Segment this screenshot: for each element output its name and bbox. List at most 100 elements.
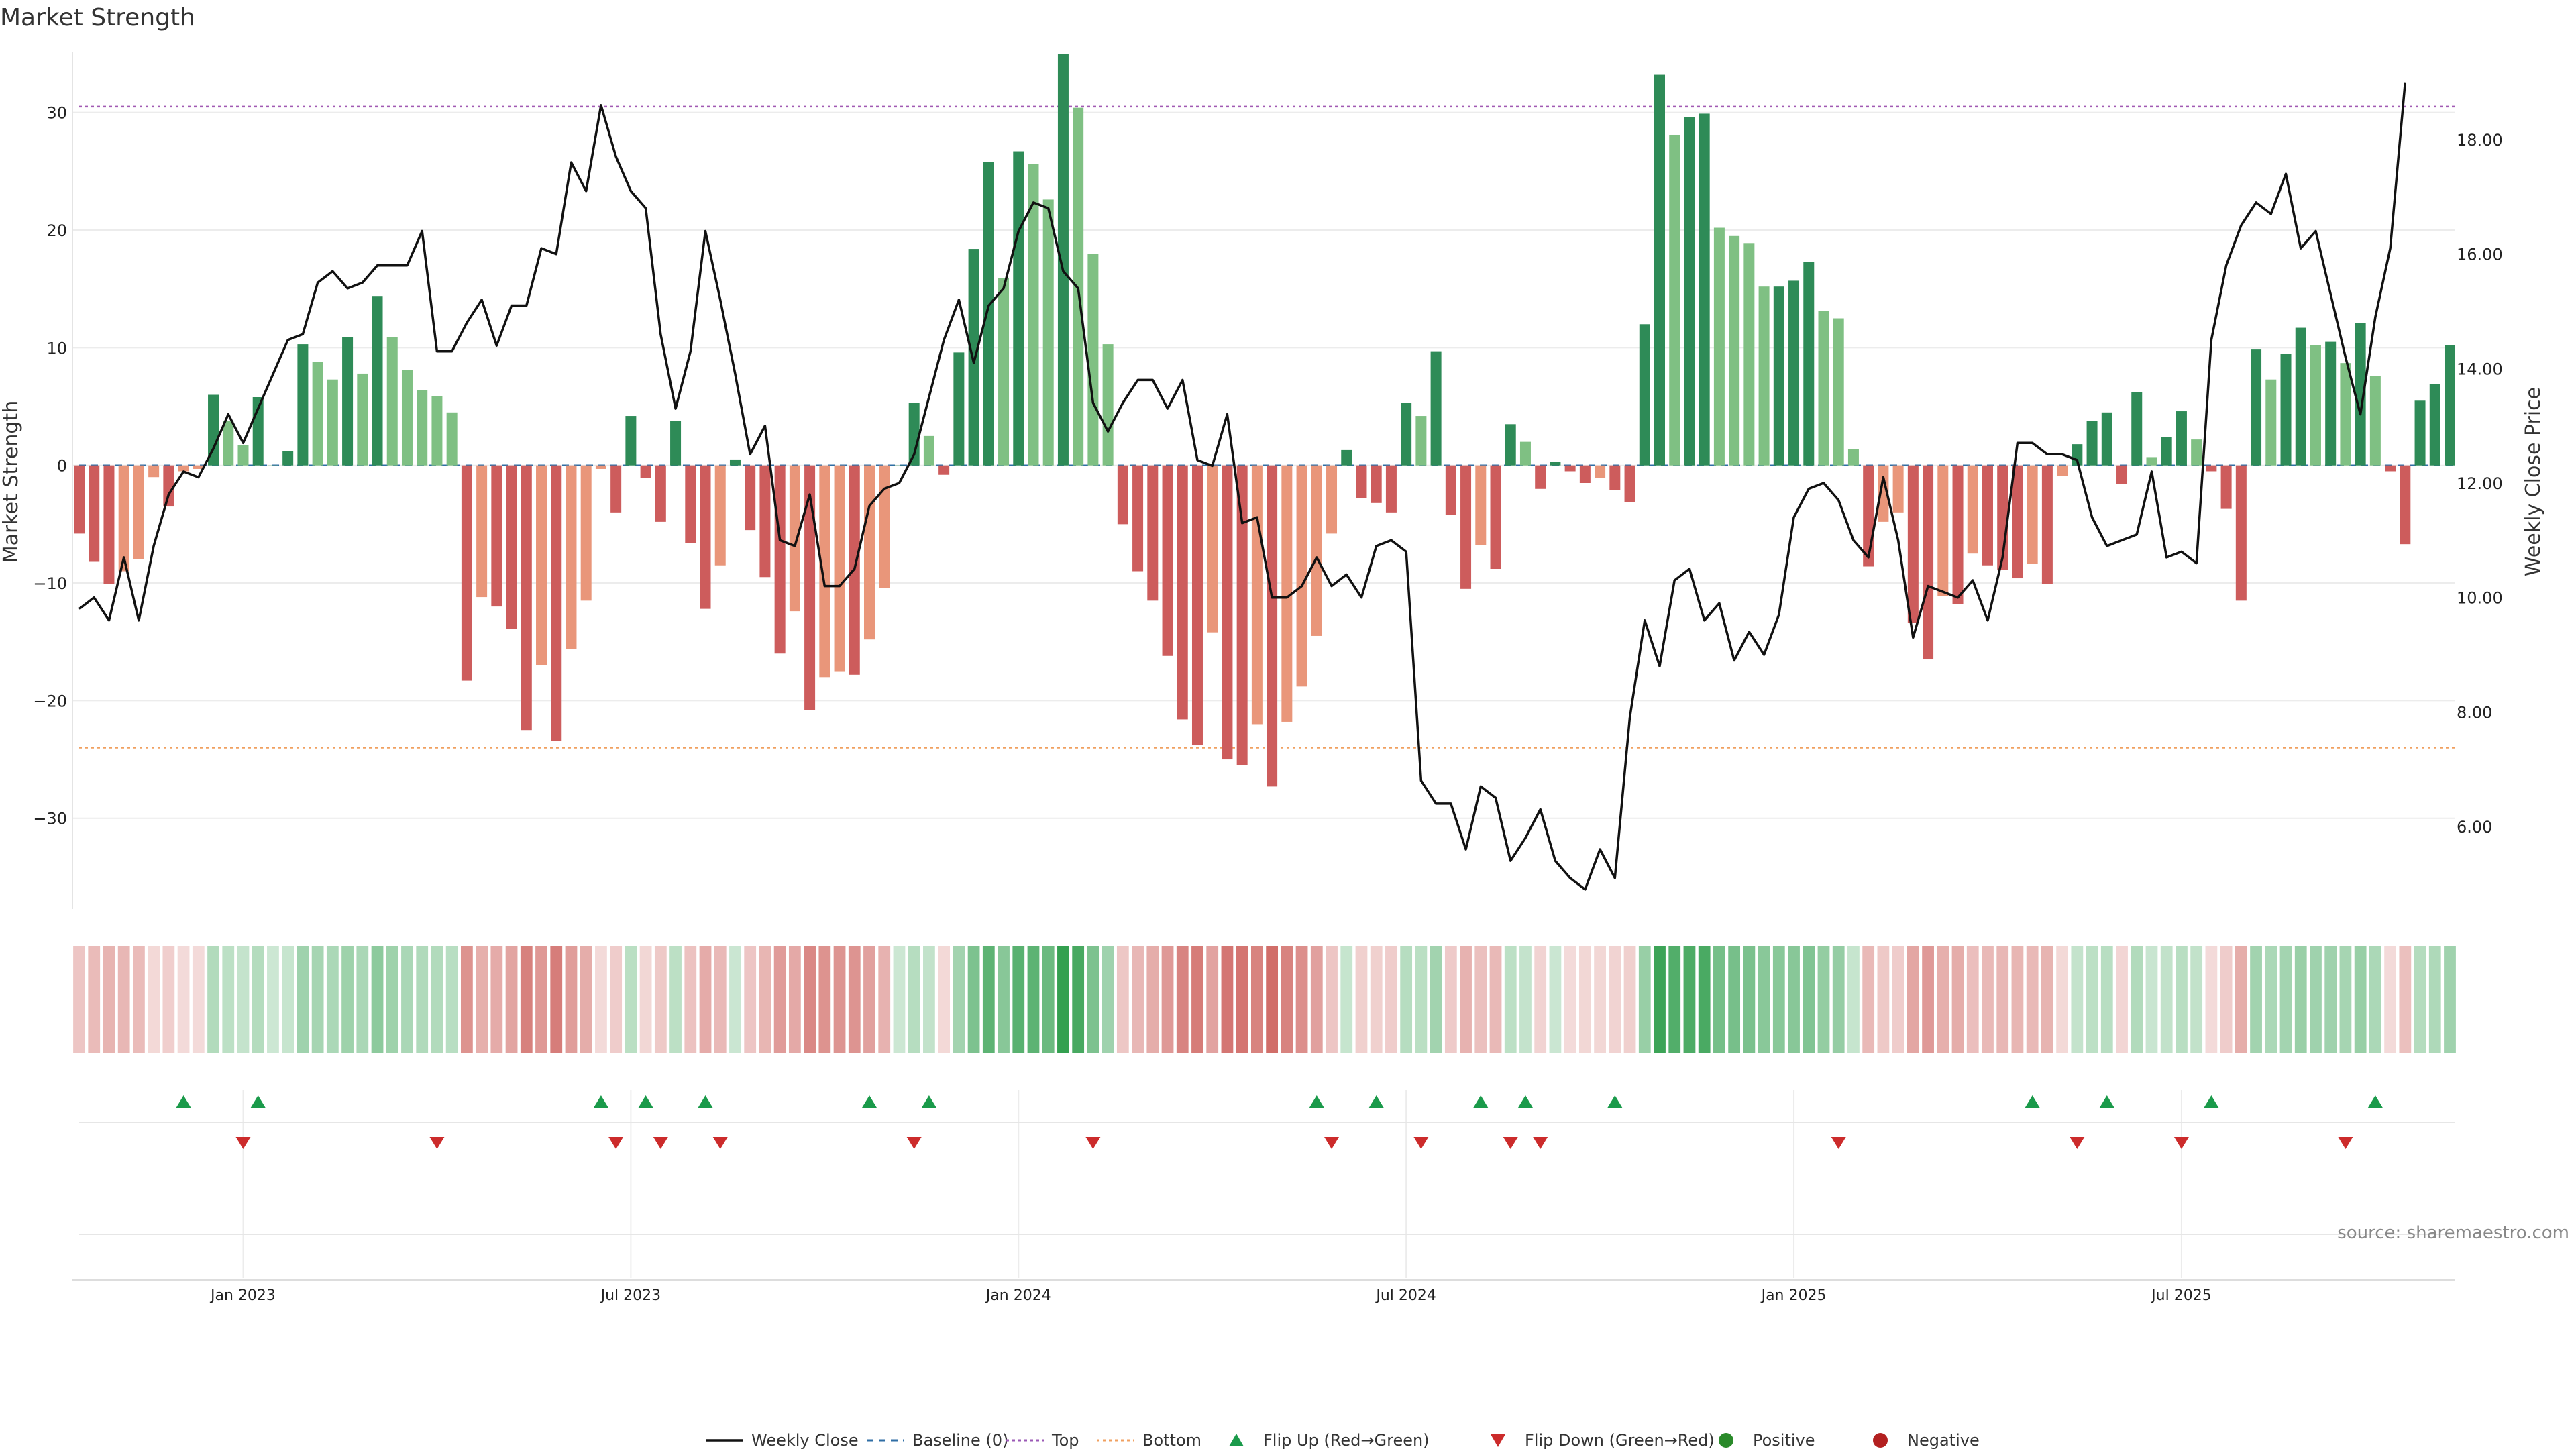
strength-bar [2310,345,2321,466]
strength-bar [2161,437,2172,466]
strength-bar [655,465,666,522]
strength-bar [759,465,771,578]
flip-down-marker [2070,1137,2085,1149]
flip-down-marker [1831,1137,1846,1149]
heat-cell [1489,946,1502,1053]
strength-bar [1937,465,1949,596]
strength-bar [998,278,1010,466]
strength-bar [2101,412,2112,466]
heat-cell [1907,946,1919,1053]
strength-bar [834,465,845,672]
heat-cell [1609,946,1621,1053]
heat-cell [133,946,145,1053]
heat-cell [923,946,935,1053]
heat-cell [341,946,354,1053]
strength-bar [1102,344,1114,466]
strength-bar [342,337,354,466]
heat-cell [1206,946,1219,1053]
flip-down-marker [235,1137,251,1149]
strength-bar [1177,465,1188,720]
strength-bar [1713,227,1725,466]
heat-cell [2086,946,2098,1053]
strength-bar [103,465,115,584]
flip-down-marker [2338,1137,2353,1149]
strength-bar [2265,379,2277,466]
heat-cell [2250,946,2262,1053]
heat-cell [1295,946,1308,1053]
heat-cell [1415,946,1428,1053]
strength-bar [1788,280,1800,466]
heat-cell [1638,946,1651,1053]
heat-cell [356,946,369,1053]
flip-down-marker [1324,1137,1340,1149]
heat-cell [1326,946,1338,1053]
heat-cell [1772,946,1785,1053]
strength-bar [1639,324,1650,466]
strength-bar [1519,441,1531,466]
flip-down-marker [906,1137,922,1149]
heat-cell [2116,946,2128,1053]
strength-bar [1401,402,1412,466]
heat-cell [88,946,101,1053]
legend-label: Negative [1907,1431,1980,1449]
strength-bar [208,394,219,466]
heat-cell [1594,946,1606,1053]
legend-label: Flip Down (Green→Red) [1525,1431,1715,1449]
heat-cell [759,946,771,1053]
heat-cell [1444,946,1457,1053]
strength-bar [163,465,174,507]
strength-bar [1579,465,1591,483]
heat-cell [103,946,115,1053]
strength-bar [819,465,830,678]
heat-cell [2100,946,2113,1053]
strength-bar [178,465,189,472]
strength-bar [1087,254,1099,466]
strength-bar [1952,465,1964,604]
heat-cell [2279,946,2292,1053]
flip-down-marker [1503,1137,1518,1149]
heat-cell [1474,946,1487,1053]
strength-bar [372,296,383,466]
heat-cell [788,946,801,1053]
left-tick-label: −30 [33,810,67,828]
heat-cell [1027,946,1040,1053]
right-tick-label: 10.00 [2457,589,2503,608]
heat-cell [1564,946,1576,1053]
strength-bar [685,465,696,543]
strength-bar [1967,465,1978,554]
heat-cell [833,946,846,1053]
legend: Weekly Close Baseline (0) Top Bottom Flip Up… [706,1431,1980,1449]
strength-bar [2355,323,2366,466]
strength-bar [357,373,368,466]
strength-bar [1042,199,1054,466]
heat-cell [1683,946,1696,1053]
heat-cell [1236,946,1248,1053]
heat-cell [386,946,398,1053]
flip-up-marker [250,1095,266,1108]
strength-bar [431,396,443,466]
left-tick-label: 30 [46,104,67,123]
heat-cell [2339,946,2352,1053]
heat-cell [2160,946,2173,1053]
strength-bar [193,465,204,469]
heat-cell [1862,946,1875,1053]
heat-cell [148,946,160,1053]
strength-bar [118,465,129,572]
heat-cell [908,946,920,1053]
strength-bar [2340,363,2351,466]
strength-bar [1057,54,1069,466]
heat-cell [73,946,85,1053]
heat-cell [1654,946,1666,1053]
flip-up-marker [2099,1095,2114,1108]
strength-bar [2325,341,2337,466]
right-tick-label: 16.00 [2457,246,2503,264]
heat-cell [1758,946,1770,1053]
strength-bar [2191,439,2202,466]
heat-cell [1116,946,1129,1053]
heat-cell [326,946,339,1053]
heat-cell [2041,946,2053,1053]
right-tick-label: 14.00 [2457,360,2503,378]
heat-cell [1922,946,1934,1053]
strength-bar [2235,465,2247,601]
heat-cell [207,946,219,1053]
